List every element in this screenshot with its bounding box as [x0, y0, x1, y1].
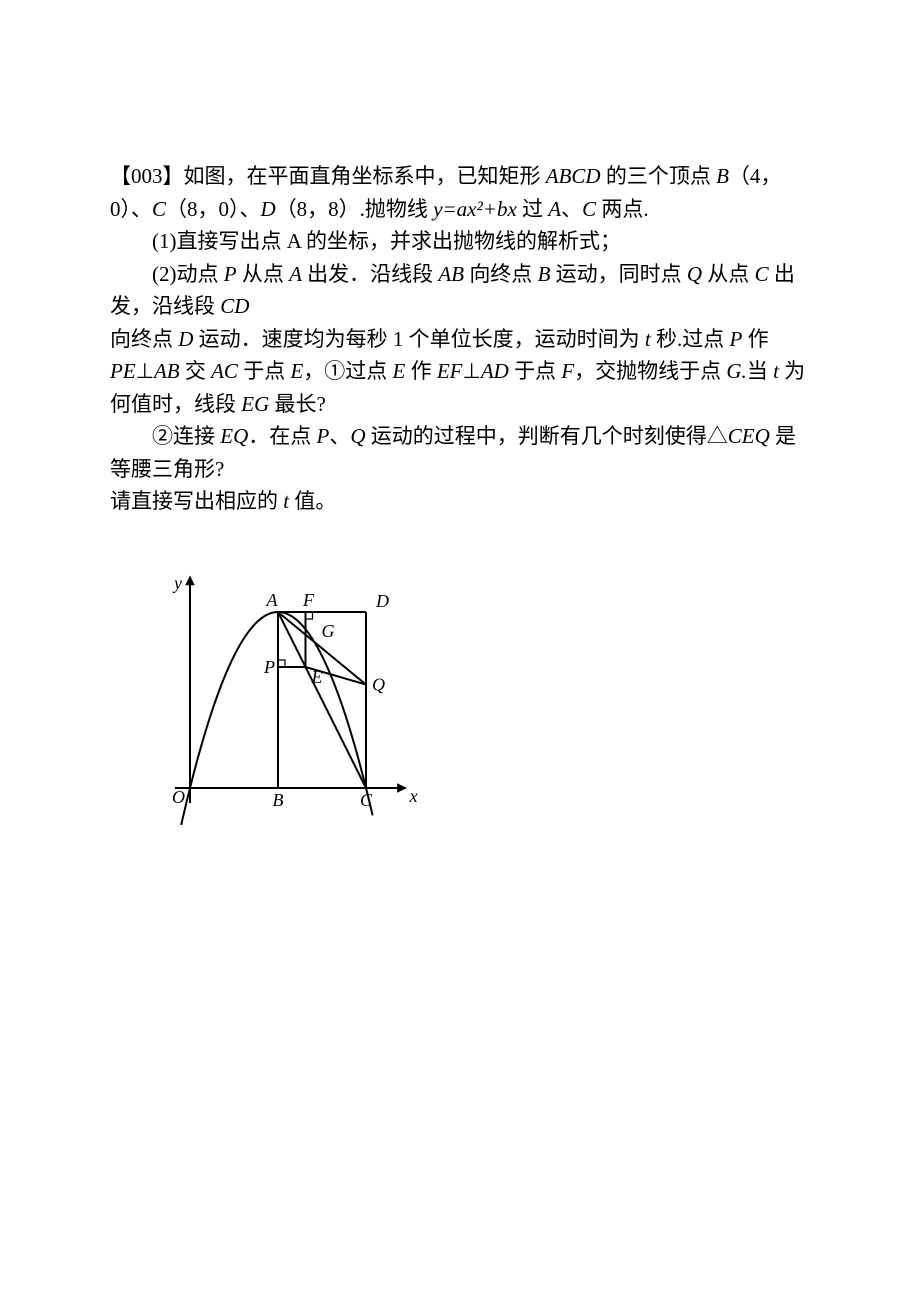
svg-text:C: C — [360, 790, 373, 810]
svg-text:B: B — [273, 790, 284, 810]
figure-container: Ox y A B C D FG P E Q — [130, 548, 810, 833]
svg-text:y: y — [172, 573, 182, 593]
svg-text:F: F — [302, 590, 315, 610]
svg-text:E: E — [311, 667, 323, 687]
svg-text:Q: Q — [372, 675, 385, 695]
svg-text:A: A — [266, 590, 279, 610]
question-2-line1: (2)动点 P 从点 A 出发．沿线段 AB 向终点 B 运动，同时点 Q 从点… — [110, 258, 810, 323]
problem-number: 【003】 — [110, 164, 184, 188]
question-1: (1)直接写出点 A 的坐标，并求出抛物线的解析式； — [110, 225, 810, 258]
problem-intro: 【003】如图，在平面直角坐标系中，已知矩形 ABCD 的三个顶点 B（4，0）… — [110, 160, 810, 225]
svg-text:x: x — [409, 786, 418, 806]
question-2-line2: 向终点 D 运动．速度均为每秒 1 个单位长度，运动时间为 t 秒.过点 P 作… — [110, 323, 810, 421]
question-2c: 请直接写出相应的 t 值。 — [110, 485, 810, 518]
svg-text:D: D — [375, 591, 389, 611]
svg-text:G: G — [322, 621, 335, 641]
svg-text:P: P — [263, 657, 275, 677]
geometry-figure: Ox y A B C D FG P E Q — [130, 548, 470, 828]
problem-content: 【003】如图，在平面直角坐标系中，已知矩形 ABCD 的三个顶点 B（4，0）… — [110, 160, 810, 518]
question-2b: ②连接 EQ．在点 P、Q 运动的过程中，判断有几个时刻使得△CEQ 是等腰三角… — [110, 420, 810, 485]
svg-text:O: O — [172, 787, 185, 807]
